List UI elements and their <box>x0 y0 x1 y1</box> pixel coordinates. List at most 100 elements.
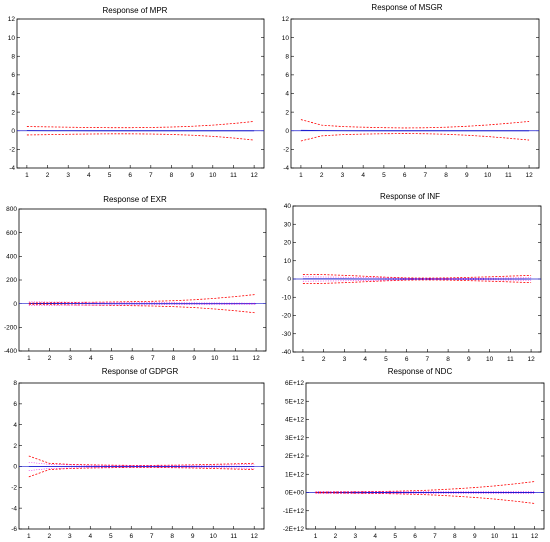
x-tick-label: 10 <box>211 355 219 362</box>
x-tick-label: 3 <box>66 172 70 179</box>
x-tick-label: 7 <box>433 533 437 540</box>
y-tick-label: 4E+12 <box>285 417 304 424</box>
y-tick-label: 20 <box>284 240 292 247</box>
y-tick-label: 0 <box>285 128 289 135</box>
y-tick-label: 0 <box>11 128 15 135</box>
y-tick-label: -200 <box>4 325 17 332</box>
y-tick-label: 3E+12 <box>285 435 304 442</box>
y-tick-label: 10 <box>8 35 16 42</box>
x-tick-label: 5 <box>384 356 388 363</box>
y-tick-label: 4 <box>13 422 17 429</box>
x-tick-label: 9 <box>465 172 469 179</box>
x-tick-label: 12 <box>251 533 259 540</box>
y-tick-label: 2 <box>13 443 17 450</box>
x-tick-label: 12 <box>253 355 261 362</box>
series-line-lower <box>302 279 532 284</box>
series-line-upper <box>315 481 535 493</box>
y-tick-label: -1E+12 <box>283 508 305 515</box>
y-tick-label: 400 <box>6 254 17 261</box>
x-tick-label: 8 <box>170 533 174 540</box>
x-tick-label: 6 <box>405 356 409 363</box>
y-tick-label: 8 <box>13 380 17 387</box>
x-tick-label: 7 <box>424 172 428 179</box>
x-tick-label: 4 <box>87 172 91 179</box>
x-tick-label: 6 <box>403 172 407 179</box>
y-tick-label: 12 <box>8 16 16 23</box>
x-tick-label: 8 <box>446 356 450 363</box>
x-tick-label: 7 <box>150 533 154 540</box>
y-tick-label: 12 <box>282 16 290 23</box>
series-line-lower <box>300 133 530 142</box>
x-tick-label: 10 <box>210 533 218 540</box>
x-tick-label: 3 <box>68 533 72 540</box>
y-tick-label: 6 <box>11 72 15 79</box>
y-tick-label: 6 <box>13 401 17 408</box>
y-tick-label: 1E+12 <box>285 471 304 478</box>
panel-title: Response of MPR <box>103 6 168 15</box>
x-tick-label: 1 <box>301 356 305 363</box>
x-tick-label: 4 <box>373 533 377 540</box>
y-tick-label: 200 <box>6 277 17 284</box>
x-tick-label: 6 <box>129 533 133 540</box>
x-tick-label: 12 <box>251 172 259 179</box>
panel-title: Response of MSGR <box>371 3 442 12</box>
panel-title: Response of GDPGR <box>102 367 179 376</box>
x-tick-label: 5 <box>382 172 386 179</box>
y-tick-label: 10 <box>284 258 292 265</box>
y-tick-label: 0 <box>287 276 291 283</box>
y-tick-label: 600 <box>6 230 17 237</box>
y-tick-label: 6 <box>285 72 289 79</box>
x-tick-label: 1 <box>314 533 318 540</box>
series-line-lower <box>28 467 255 478</box>
panel-title: Response of NDC <box>388 367 453 376</box>
series-line-upper <box>300 119 530 129</box>
x-tick-label: 1 <box>25 172 29 179</box>
y-tick-label: -2 <box>9 147 15 154</box>
x-tick-label: 12 <box>527 356 535 363</box>
x-tick-label: 4 <box>363 356 367 363</box>
x-tick-label: 2 <box>47 533 51 540</box>
y-tick-label: -30 <box>282 331 292 338</box>
series-line-upper <box>28 455 255 466</box>
x-tick-label: 10 <box>484 172 492 179</box>
x-tick-label: 1 <box>299 172 303 179</box>
y-tick-label: -40 <box>282 349 292 356</box>
x-tick-label: 10 <box>491 533 499 540</box>
x-tick-label: 4 <box>361 172 365 179</box>
x-tick-label: 2 <box>320 172 324 179</box>
y-tick-label: -2 <box>11 484 17 491</box>
panel-6: Response of NDC -2E+12 -1E+12 0E+00 1E+12 2E+… <box>283 367 545 540</box>
y-tick-label: -2E+12 <box>283 526 305 533</box>
y-tick-label: 2 <box>11 109 15 116</box>
series-line-inner-upper <box>28 301 257 304</box>
series-line-inner-upper <box>302 276 532 279</box>
y-tick-label: -2 <box>283 147 289 154</box>
x-tick-label: 6 <box>130 355 134 362</box>
x-tick-label: 12 <box>525 172 533 179</box>
y-tick-label: 4 <box>11 91 15 98</box>
panel-title: Response of EXR <box>103 195 167 204</box>
y-tick-label: -4 <box>11 505 17 512</box>
x-tick-label: 11 <box>505 172 512 179</box>
y-tick-label: 0 <box>13 464 17 471</box>
y-tick-label: -4 <box>283 165 289 172</box>
x-tick-label: 5 <box>108 172 112 179</box>
y-tick-label: 8 <box>11 53 15 60</box>
y-tick-label: 5E+12 <box>285 398 304 405</box>
x-tick-label: 2 <box>334 533 338 540</box>
x-tick-label: 2 <box>322 356 326 363</box>
x-tick-label: 3 <box>354 533 358 540</box>
x-tick-label: 2 <box>48 355 52 362</box>
x-tick-label: 11 <box>232 355 239 362</box>
x-tick-label: 6 <box>413 533 417 540</box>
x-tick-label: 5 <box>109 533 113 540</box>
x-tick-label: 11 <box>507 356 514 363</box>
plot-frame <box>305 382 545 530</box>
x-tick-label: 10 <box>486 356 494 363</box>
x-tick-label: 9 <box>190 172 194 179</box>
series-line-upper <box>28 294 257 304</box>
